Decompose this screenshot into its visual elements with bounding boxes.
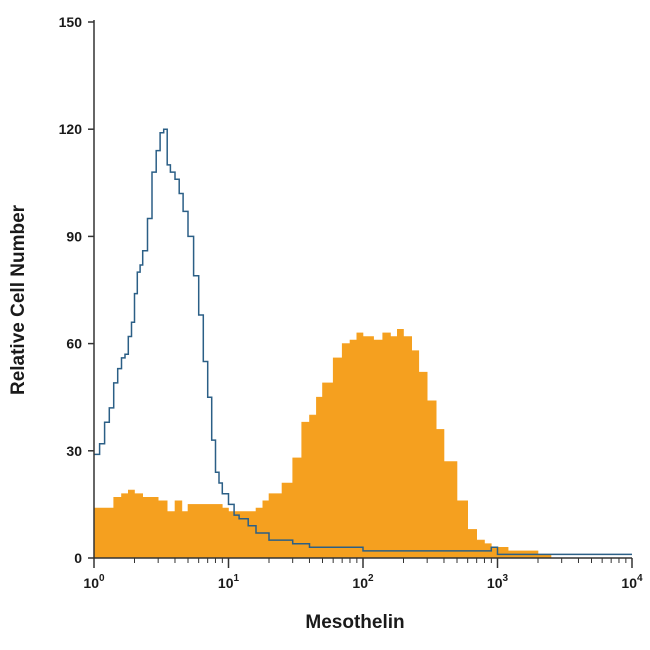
y-tick-label: 60 bbox=[66, 336, 82, 352]
x-tick-label: 101 bbox=[218, 573, 240, 591]
ticks: 0 30 60 90 120 150 100 101 102 103 104 bbox=[59, 14, 643, 591]
x-tick-label: 103 bbox=[487, 573, 509, 591]
y-tick-label: 120 bbox=[59, 121, 83, 137]
x-tick-label: 104 bbox=[621, 573, 643, 591]
y-axis-title: Relative Cell Number bbox=[8, 204, 29, 395]
series-0-area bbox=[93, 329, 552, 559]
y-tick-label: 30 bbox=[66, 443, 82, 459]
y-tick-label: 0 bbox=[74, 550, 82, 566]
plot-area bbox=[93, 128, 632, 559]
x-tick-label: 102 bbox=[352, 573, 374, 591]
y-tick-label: 150 bbox=[59, 14, 83, 30]
y-tick-label: 90 bbox=[66, 228, 82, 244]
x-axis-title: Mesothelin bbox=[305, 612, 404, 633]
x-tick-label: 100 bbox=[83, 573, 105, 591]
series-1-line bbox=[94, 128, 632, 556]
